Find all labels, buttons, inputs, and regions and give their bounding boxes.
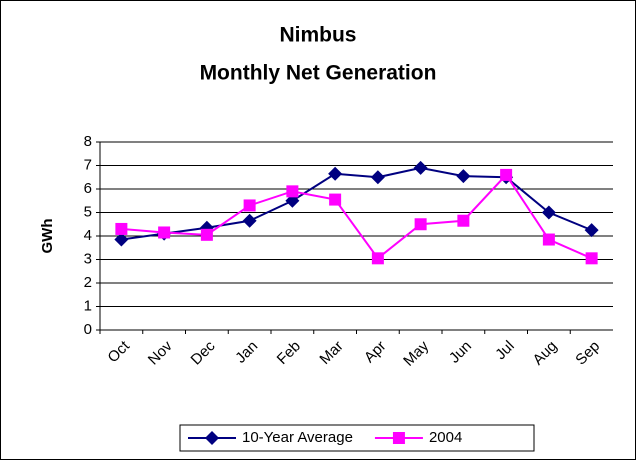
legend-box [179, 424, 535, 452]
legend-marker [205, 431, 219, 445]
legend-label: 2004 [429, 429, 462, 446]
y-tick-label: 3 [84, 250, 92, 267]
point [414, 218, 427, 231]
y-axis-title: GWh [39, 219, 56, 254]
chart-title: Nimbus [279, 24, 356, 47]
point [115, 222, 128, 235]
series-line [121, 173, 593, 260]
point [328, 166, 343, 181]
point [243, 199, 256, 212]
point [413, 160, 428, 175]
series-line [121, 166, 593, 241]
point [242, 213, 257, 228]
point [542, 233, 555, 246]
legend-label: 10-Year Average [242, 429, 353, 446]
chart-subtitle: Monthly Net Generation [200, 62, 437, 85]
point [456, 169, 471, 184]
y-tick-label: 4 [84, 227, 92, 244]
point [200, 228, 213, 241]
point [329, 193, 342, 206]
point [286, 185, 299, 198]
y-tick-label: 8 [84, 133, 92, 150]
y-tick-label: 5 [84, 203, 92, 220]
y-tick-label: 0 [84, 321, 92, 338]
point [370, 170, 385, 185]
y-tick-label: 6 [84, 180, 92, 197]
point [457, 214, 470, 227]
point [114, 232, 129, 247]
point [541, 205, 556, 220]
point [158, 226, 171, 239]
y-tick-label: 2 [84, 274, 92, 291]
point [584, 223, 599, 238]
legend-marker [392, 432, 405, 444]
y-tick-label: 7 [84, 156, 92, 173]
point [371, 252, 384, 265]
y-tick-label: 1 [84, 297, 92, 314]
point [500, 168, 513, 181]
point [585, 252, 598, 265]
